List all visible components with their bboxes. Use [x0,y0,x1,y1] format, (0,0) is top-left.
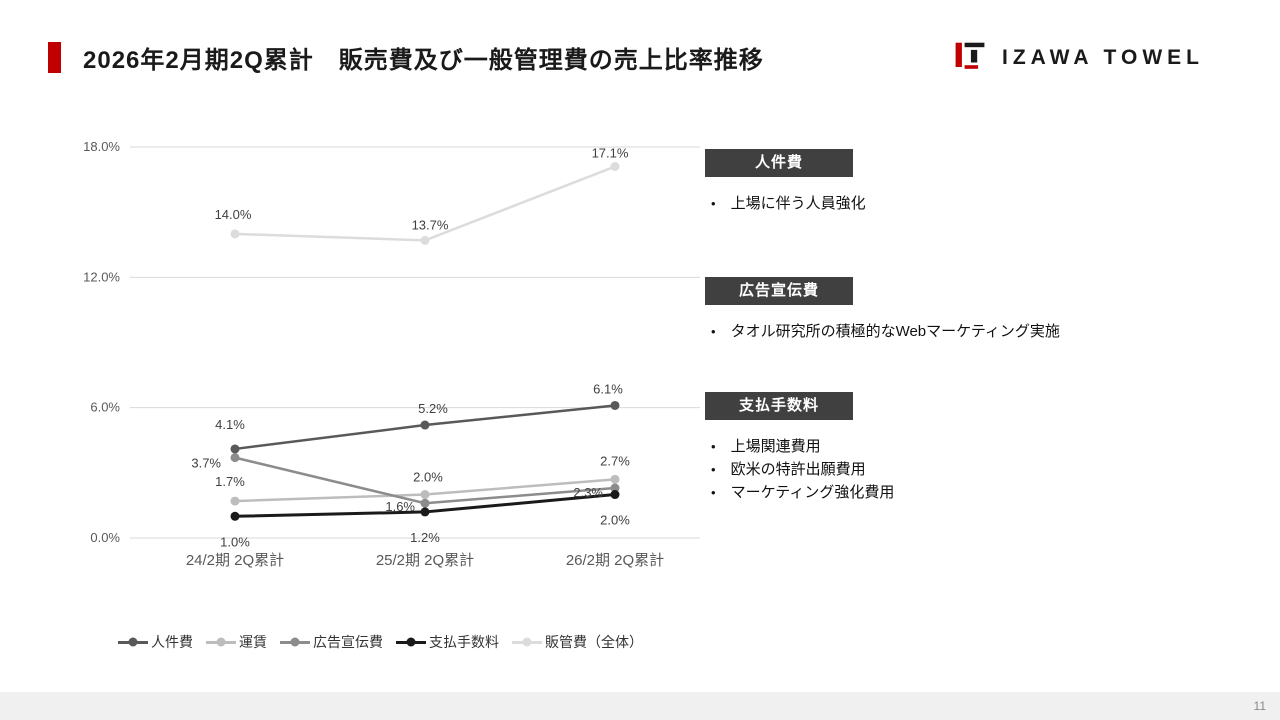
svg-text:1.0%: 1.0% [220,534,250,549]
footer-bar: 11 [0,692,1280,720]
legend-item-advertising: 広告宣伝費 [280,632,383,652]
bullet-item: 上場に伴う人員強化 [711,192,1185,215]
sga-ratio-line-chart: 0.0% 6.0% 12.0% 18.0% 24/2期 2Q累計 25/2期 2Q累計 26… [83,139,700,569]
panel-header-fees: 支払手数料 [705,392,853,420]
chart-legend: 人件費 運賃 広告宣伝費 支払手数料 販管費（全体） [118,632,643,652]
legend-label: 販管費（全体） [545,634,643,650]
svg-text:18.0%: 18.0% [83,139,120,154]
svg-text:2.3%: 2.3% [573,485,603,500]
panel-header-advertising: 広告宣伝費 [705,277,853,305]
svg-text:25/2期 2Q累計: 25/2期 2Q累計 [376,552,474,569]
svg-text:1.6%: 1.6% [385,499,415,514]
legend-label: 支払手数料 [429,634,499,650]
legend-item-sga-total: 販管費（全体） [512,632,643,652]
legend-marker [280,637,310,647]
svg-text:6.1%: 6.1% [593,381,623,396]
svg-text:4.1%: 4.1% [215,417,245,432]
legend-item-freight: 運賃 [206,632,267,652]
svg-text:1.2%: 1.2% [410,530,440,545]
svg-text:3.7%: 3.7% [191,456,221,471]
svg-text:12.0%: 12.0% [83,269,120,284]
svg-text:13.7%: 13.7% [412,217,449,232]
svg-text:26/2期 2Q累計: 26/2期 2Q累計 [566,552,664,569]
panel-bullets: 上場に伴う人員強化 [705,192,1185,215]
bullet-item: タオル研究所の積極的なWebマーケティング実施 [711,320,1185,343]
company-logo: IZAWA TOWEL [952,40,1204,76]
legend-marker [512,637,542,647]
svg-text:17.1%: 17.1% [592,146,629,161]
bullet-item: マーケティング強化費用 [711,481,1185,504]
bullet-item: 欧米の特許出願費用 [711,458,1185,481]
bullet-item: 上場関連費用 [711,435,1185,458]
svg-text:24/2期 2Q累計: 24/2期 2Q累計 [186,552,284,569]
svg-text:2.7%: 2.7% [600,453,630,468]
page-title: 2026年2月期2Q累計 販売費及び一般管理費の売上比率推移 [83,47,764,74]
svg-text:1.7%: 1.7% [215,474,245,489]
izawa-towel-logo-icon [955,42,985,69]
title-row: 2026年2月期2Q累計 販売費及び一般管理費の売上比率推移 [48,40,764,75]
panel-advertising: 広告宣伝費 タオル研究所の積極的なWebマーケティング実施 [705,277,1185,343]
title-accent-bar [48,42,61,73]
panel-bullets: 上場関連費用 欧米の特許出願費用 マーケティング強化費用 [705,435,1185,504]
legend-label: 運賃 [239,634,267,650]
legend-label: 人件費 [151,634,193,650]
panel-bullets: タオル研究所の積極的なWebマーケティング実施 [705,320,1185,343]
panel-personnel: 人件費 上場に伴う人員強化 [705,149,1185,215]
page-number: 11 [1253,699,1266,713]
svg-text:6.0%: 6.0% [90,400,120,415]
svg-text:0.0%: 0.0% [90,530,120,545]
legend-item-fees: 支払手数料 [396,632,499,652]
panel-fees: 支払手数料 上場関連費用 欧米の特許出願費用 マーケティング強化費用 [705,392,1185,504]
legend-label: 広告宣伝費 [313,634,383,650]
legend-item-personnel: 人件費 [118,632,193,652]
legend-marker [118,637,148,647]
svg-text:5.2%: 5.2% [418,401,448,416]
svg-text:2.0%: 2.0% [600,513,630,528]
svg-text:2.0%: 2.0% [413,470,443,485]
svg-text:14.0%: 14.0% [215,207,252,222]
legend-marker [206,637,236,647]
legend-marker [396,637,426,647]
logo-text: IZAWA TOWEL [1002,46,1204,69]
panel-header-personnel: 人件費 [705,149,853,177]
